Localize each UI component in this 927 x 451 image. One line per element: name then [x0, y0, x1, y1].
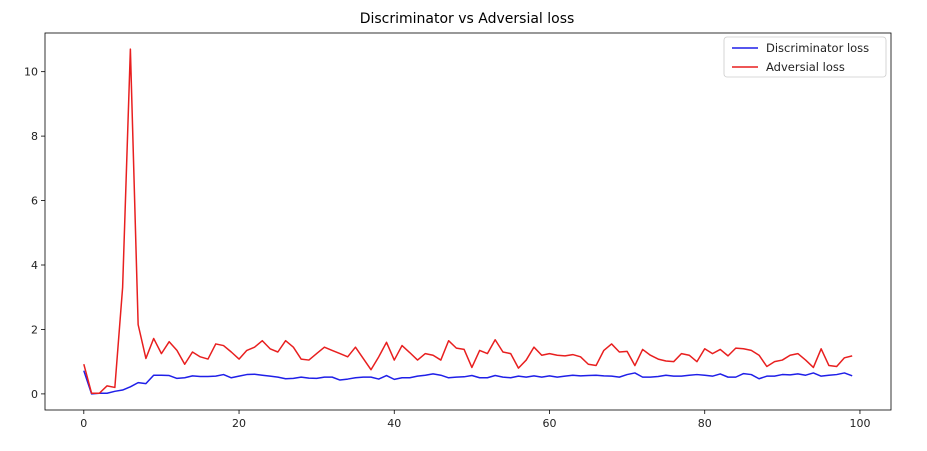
discriminator-loss-line — [83, 370, 853, 395]
plot-area-frame — [44, 32, 892, 411]
y-tick-label: 8 — [31, 130, 38, 143]
legend-label-adversial: Adversial loss — [766, 60, 845, 74]
legend-box — [723, 36, 887, 78]
y-tick-label: 4 — [31, 259, 38, 272]
chart-title: Discriminator vs Adversial loss — [360, 11, 575, 27]
y-axis: 0 2 4 6 8 10 — [24, 66, 45, 401]
y-tick-label: 10 — [24, 66, 38, 79]
x-tick-label: 0 — [80, 417, 87, 430]
y-tick-label: 0 — [31, 388, 38, 401]
x-tick-label: 80 — [698, 417, 712, 430]
legend: Discriminator loss Adversial loss — [723, 36, 887, 78]
x-axis: 0 20 40 60 80 100 — [80, 410, 870, 430]
adversial-loss-line — [83, 48, 853, 394]
y-tick-label: 2 — [31, 323, 38, 336]
legend-label-discriminator: Discriminator loss — [766, 41, 869, 55]
x-tick-label: 100 — [849, 417, 870, 430]
series-layer — [83, 48, 853, 395]
x-tick-label: 20 — [232, 417, 246, 430]
y-tick-label: 6 — [31, 195, 38, 208]
x-tick-label: 60 — [542, 417, 556, 430]
x-tick-label: 40 — [387, 417, 401, 430]
